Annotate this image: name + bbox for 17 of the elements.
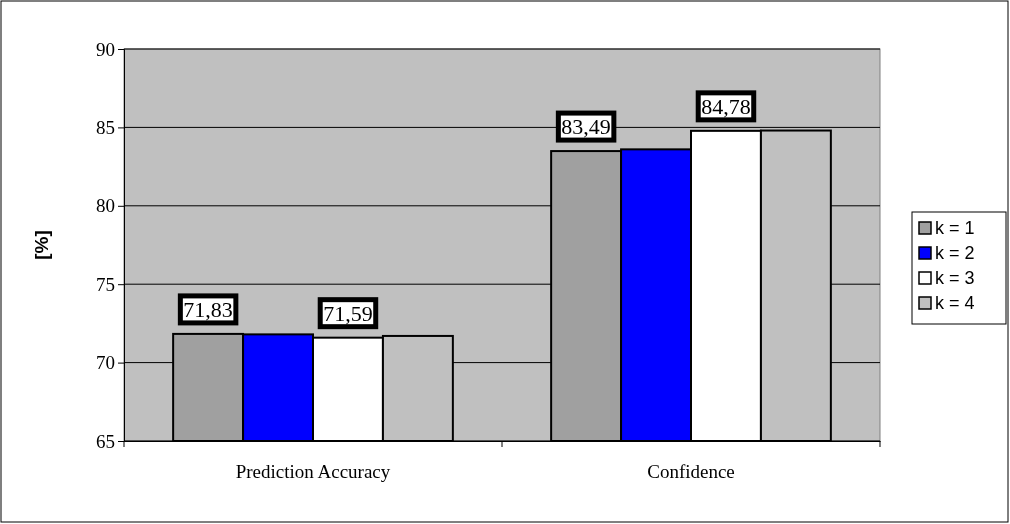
data-label: 71,59 <box>323 300 373 326</box>
y-tick-label: 65 <box>96 430 115 452</box>
y-tick-label: 85 <box>96 116 115 138</box>
data-label: 71,83 <box>183 296 233 322</box>
y-tick-label: 90 <box>96 38 115 60</box>
data-label: 83,49 <box>561 114 611 140</box>
legend-label: k = 2 <box>935 243 975 263</box>
legend-label: k = 4 <box>935 293 975 313</box>
legend-label: k = 1 <box>935 218 975 238</box>
legend-label: k = 3 <box>935 268 975 288</box>
y-tick-label: 80 <box>96 195 115 217</box>
data-label: 84,78 <box>701 93 751 119</box>
y-tick-label: 70 <box>96 352 115 374</box>
y-tick-label: 75 <box>96 273 115 295</box>
x-tick-label: Prediction Accuracy <box>235 461 391 483</box>
y-axis-title: [%] <box>31 230 52 260</box>
x-tick-label: Confidence <box>647 461 735 483</box>
